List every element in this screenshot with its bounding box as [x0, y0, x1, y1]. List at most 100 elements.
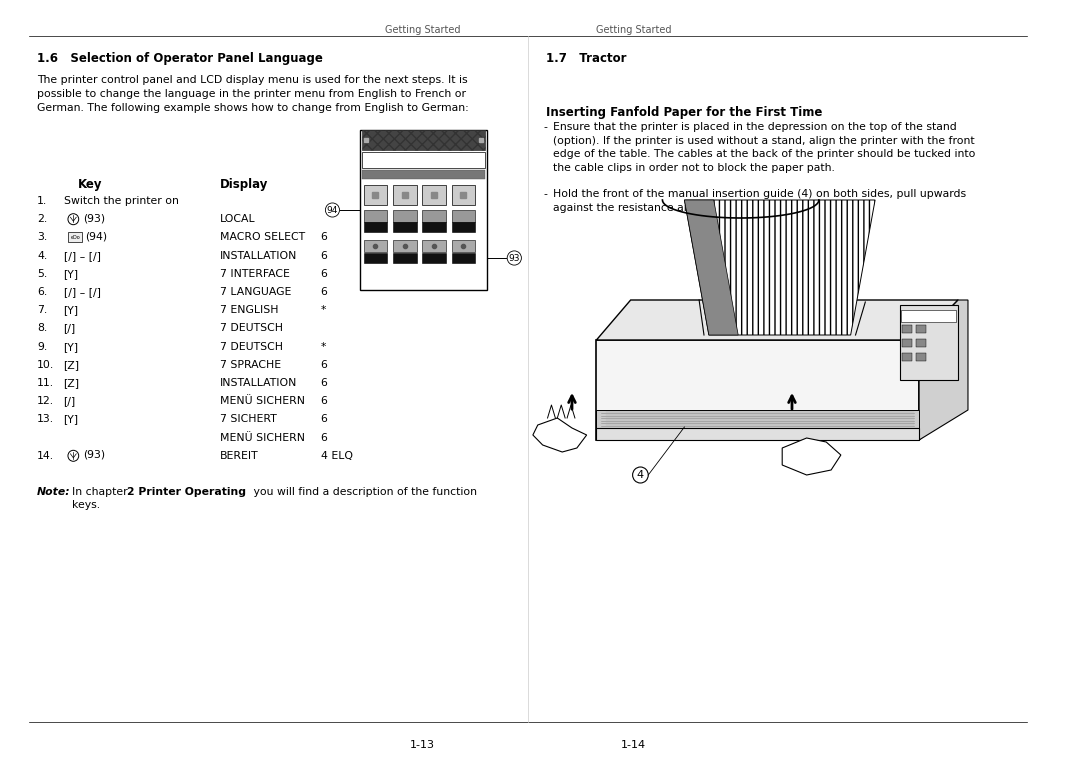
Text: 7 ENGLISH: 7 ENGLISH: [220, 305, 279, 315]
Text: The printer control panel and LCD display menu is used for the next steps. It is: The printer control panel and LCD displa…: [37, 75, 468, 85]
Text: [Y]: [Y]: [64, 269, 79, 278]
Text: 94: 94: [327, 205, 338, 214]
Text: [Y]: [Y]: [64, 342, 79, 352]
FancyBboxPatch shape: [364, 210, 388, 222]
Text: 6: 6: [321, 360, 327, 370]
Text: 1.7   Tractor: 1.7 Tractor: [545, 52, 626, 65]
Text: 6.: 6.: [37, 287, 48, 297]
FancyBboxPatch shape: [68, 233, 82, 243]
Text: 13.: 13.: [37, 414, 54, 424]
Text: 7.: 7.: [37, 305, 48, 315]
FancyBboxPatch shape: [422, 210, 446, 222]
FancyBboxPatch shape: [362, 130, 485, 150]
Text: Inserting Fanfold Paper for the First Time: Inserting Fanfold Paper for the First Ti…: [545, 106, 822, 119]
Text: MENÜ SICHERN: MENÜ SICHERN: [220, 433, 305, 443]
Polygon shape: [596, 428, 919, 440]
Text: -: -: [543, 122, 548, 132]
Text: 93: 93: [509, 253, 521, 262]
Text: Note:: Note:: [37, 487, 71, 497]
FancyBboxPatch shape: [393, 222, 417, 232]
Text: 4.: 4.: [37, 250, 48, 261]
Text: 4 ELQ: 4 ELQ: [321, 451, 353, 461]
Text: [∕] – [∕]: [∕] – [∕]: [64, 250, 100, 261]
Text: [∕] – [∕]: [∕] – [∕]: [64, 287, 100, 297]
Text: MENÜ SICHERN: MENÜ SICHERN: [220, 396, 305, 406]
Text: 4: 4: [637, 470, 644, 480]
FancyBboxPatch shape: [393, 185, 417, 205]
Polygon shape: [782, 438, 841, 475]
FancyBboxPatch shape: [422, 222, 446, 232]
Text: -: -: [543, 189, 548, 199]
FancyBboxPatch shape: [364, 222, 388, 232]
Text: LOCAL: LOCAL: [220, 214, 256, 224]
FancyBboxPatch shape: [362, 170, 485, 179]
FancyBboxPatch shape: [364, 240, 388, 252]
Text: 6: 6: [321, 378, 327, 388]
FancyBboxPatch shape: [903, 339, 913, 347]
Text: 7 SPRACHE: 7 SPRACHE: [220, 360, 281, 370]
FancyBboxPatch shape: [451, 210, 475, 222]
Text: [Y]: [Y]: [64, 414, 79, 424]
Text: (93): (93): [83, 213, 105, 224]
Text: Ensure that the printer is placed in the depression on the top of the stand: Ensure that the printer is placed in the…: [553, 122, 957, 132]
Text: (option). If the printer is used without a stand, align the printer with the fro: (option). If the printer is used without…: [553, 136, 975, 146]
Text: 8.: 8.: [37, 324, 48, 333]
Text: Hold the front of the manual insertion guide (4) on both sides, pull upwards: Hold the front of the manual insertion g…: [553, 189, 967, 199]
Text: 7 SICHERT: 7 SICHERT: [220, 414, 276, 424]
Text: 6: 6: [321, 269, 327, 278]
FancyBboxPatch shape: [422, 240, 446, 252]
FancyBboxPatch shape: [451, 185, 475, 205]
Text: In chapter: In chapter: [72, 487, 132, 497]
Text: 6: 6: [321, 414, 327, 424]
Text: the cable clips in order not to block the paper path.: the cable clips in order not to block th…: [553, 163, 835, 172]
Text: 6: 6: [321, 287, 327, 297]
Text: German. The following example shows how to change from English to German:: German. The following example shows how …: [37, 103, 469, 113]
Text: [∕]: [∕]: [64, 324, 76, 333]
Text: against the resistance and remove by pulling forward.: against the resistance and remove by pul…: [553, 202, 849, 213]
Text: Switch the printer on: Switch the printer on: [64, 196, 178, 206]
FancyBboxPatch shape: [364, 185, 388, 205]
Text: 12.: 12.: [37, 396, 54, 406]
Text: Getting Started: Getting Started: [384, 25, 460, 35]
Text: 6: 6: [321, 233, 327, 243]
Text: MACRO SELECT: MACRO SELECT: [220, 233, 306, 243]
Text: 7 LANGUAGE: 7 LANGUAGE: [220, 287, 292, 297]
FancyBboxPatch shape: [362, 152, 485, 168]
Text: Display: Display: [220, 178, 268, 191]
FancyBboxPatch shape: [451, 222, 475, 232]
FancyBboxPatch shape: [393, 253, 417, 263]
Text: 7 INTERFACE: 7 INTERFACE: [220, 269, 289, 278]
Text: [Z]: [Z]: [64, 360, 80, 370]
Text: 14.: 14.: [37, 451, 54, 461]
Text: [∕]: [∕]: [64, 396, 76, 406]
FancyBboxPatch shape: [900, 305, 958, 380]
FancyBboxPatch shape: [903, 353, 913, 361]
Text: 11.: 11.: [37, 378, 54, 388]
FancyBboxPatch shape: [916, 325, 926, 333]
FancyBboxPatch shape: [393, 240, 417, 252]
FancyBboxPatch shape: [902, 310, 956, 322]
Text: 7 DEUTSCH: 7 DEUTSCH: [220, 324, 283, 333]
Text: 5.: 5.: [37, 269, 48, 278]
FancyBboxPatch shape: [451, 253, 475, 263]
Text: 6: 6: [321, 433, 327, 443]
FancyBboxPatch shape: [360, 130, 487, 290]
Text: 2 Printer Operating: 2 Printer Operating: [127, 487, 246, 497]
Text: INSTALLATION: INSTALLATION: [220, 378, 297, 388]
Polygon shape: [532, 418, 586, 452]
FancyBboxPatch shape: [916, 339, 926, 347]
Text: 3.: 3.: [37, 233, 48, 243]
Text: 1.6   Selection of Operator Panel Language: 1.6 Selection of Operator Panel Language: [37, 52, 323, 65]
Text: keys.: keys.: [72, 500, 100, 510]
Text: 2.: 2.: [37, 214, 48, 224]
Text: possible to change the language in the printer menu from English to French or: possible to change the language in the p…: [37, 89, 467, 99]
Polygon shape: [919, 300, 958, 440]
FancyBboxPatch shape: [393, 210, 417, 222]
Text: *: *: [321, 342, 326, 352]
Text: eDo: eDo: [70, 235, 80, 240]
Polygon shape: [596, 300, 958, 340]
Text: BEREIT: BEREIT: [220, 451, 258, 461]
Text: you will find a description of the function: you will find a description of the funct…: [251, 487, 477, 497]
Polygon shape: [685, 200, 875, 335]
Text: 10.: 10.: [37, 360, 54, 370]
